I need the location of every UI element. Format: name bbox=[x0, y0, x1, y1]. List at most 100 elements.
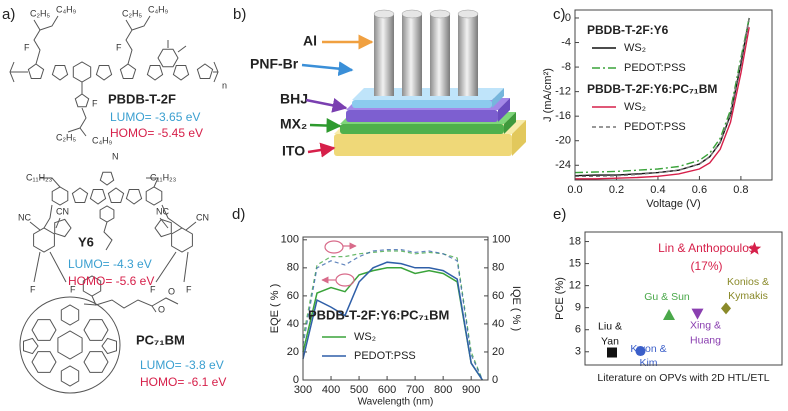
point-label: Kwon & bbox=[630, 343, 666, 355]
bond bbox=[43, 204, 53, 229]
layer-arrow bbox=[301, 61, 354, 77]
al-electrode-top bbox=[429, 9, 451, 19]
panel-c: c) 0 -4 -8 -12 -16 -20 -24 0.0 0.2 0.4 0.6 0.8 Voltag… bbox=[542, 6, 773, 210]
al-electrode-top bbox=[457, 9, 479, 19]
layer-front bbox=[346, 110, 498, 122]
y2-axis-label: IQE ( % ) bbox=[510, 286, 522, 331]
y-tick-label: 100 bbox=[281, 234, 299, 246]
eqe-curve bbox=[302, 261, 484, 381]
y-tick-label: -12 bbox=[555, 86, 571, 98]
ring bbox=[23, 337, 39, 355]
atom-label: C₄H₉ bbox=[56, 4, 77, 14]
bond bbox=[146, 177, 159, 188]
atom-label: NC bbox=[156, 206, 169, 216]
y-tick-label: 0 bbox=[293, 374, 299, 386]
bond bbox=[33, 251, 41, 283]
legend-label: PEDOT:PSS bbox=[624, 62, 686, 74]
y-tick-label: 40 bbox=[287, 318, 299, 330]
point-label: Gu & Sun bbox=[644, 291, 690, 303]
layer-side bbox=[504, 112, 516, 134]
y-tick-label: 3 bbox=[575, 346, 581, 358]
y-axis-label: PCE (%) bbox=[554, 277, 566, 320]
al-electrode-top bbox=[373, 9, 395, 19]
ring bbox=[54, 218, 72, 238]
iqe-curve bbox=[302, 249, 483, 381]
ring bbox=[31, 319, 57, 341]
layer-arrow bbox=[307, 142, 336, 158]
y-tick-label: -24 bbox=[555, 159, 571, 171]
y2-tick-label: 100 bbox=[492, 234, 510, 246]
layer-arrow bbox=[305, 97, 348, 113]
energy-level-lumo: LUMO= -3.65 eV bbox=[110, 110, 200, 124]
layer-label: Al bbox=[303, 33, 317, 49]
atom-label: C₂H₅ bbox=[122, 8, 142, 18]
bond bbox=[103, 221, 113, 251]
plot-frame bbox=[574, 9, 773, 181]
point-label: Konios & bbox=[727, 276, 769, 288]
y-tick-label: 20 bbox=[287, 346, 299, 358]
atom-label: F bbox=[30, 284, 36, 294]
ring bbox=[196, 63, 214, 79]
ring bbox=[101, 337, 117, 355]
molecule-name: Y6 bbox=[78, 234, 94, 249]
jv-curve bbox=[575, 17, 750, 178]
atom-label: C₁₁H₂₃ bbox=[150, 172, 177, 182]
chart-title: PBDB-T-2F:Y6:PC₇₁BM bbox=[308, 307, 449, 322]
al-electrode bbox=[458, 14, 478, 96]
atom-label: F bbox=[24, 42, 30, 52]
bond bbox=[79, 107, 87, 137]
al-electrode-top bbox=[401, 9, 423, 19]
ring bbox=[71, 187, 89, 203]
atom-label: n bbox=[222, 80, 227, 90]
legend-label: WS₂ bbox=[624, 101, 646, 113]
layer-front bbox=[334, 134, 512, 156]
ring bbox=[31, 351, 57, 373]
al-electrode bbox=[430, 14, 450, 96]
marker-circle bbox=[635, 346, 646, 357]
ring bbox=[99, 171, 115, 186]
point-label: Kim bbox=[639, 357, 657, 369]
ring bbox=[154, 218, 172, 238]
ring bbox=[157, 48, 179, 68]
point-label: Lin & Anthopoulos bbox=[658, 241, 755, 255]
layer-label: ITO bbox=[282, 143, 305, 159]
ring bbox=[51, 186, 69, 206]
energy-level-lumo: LUMO= -3.8 eV bbox=[140, 358, 224, 372]
y-axis-label: EQE ( % ) bbox=[269, 284, 281, 334]
point-label: (17%) bbox=[690, 259, 722, 273]
layer-side bbox=[492, 88, 504, 108]
layer-front bbox=[352, 100, 492, 108]
x-tick-label: 400 bbox=[322, 384, 340, 396]
ring bbox=[146, 65, 164, 81]
ring bbox=[74, 93, 90, 108]
panel-label: c) bbox=[553, 6, 566, 23]
atom-label: F bbox=[186, 284, 192, 294]
marker-diamond bbox=[721, 302, 731, 315]
y-tick-label: 12 bbox=[569, 280, 581, 292]
molecule-name: PBDB-T-2F bbox=[108, 91, 176, 106]
x-axis-label: Wavelength (nm) bbox=[358, 397, 434, 408]
atom-label: O bbox=[168, 286, 175, 296]
energy-level-homo: HOMO= -5.45 eV bbox=[110, 126, 203, 140]
atom-label: F bbox=[116, 42, 122, 52]
bond bbox=[29, 221, 41, 231]
bond bbox=[155, 251, 177, 283]
ring bbox=[57, 330, 83, 360]
y-axis-label: J (mA/cm²) bbox=[542, 68, 554, 122]
bond bbox=[67, 127, 81, 133]
atom-label: C₄H₉ bbox=[148, 4, 169, 14]
marker-triangle-up bbox=[663, 309, 675, 320]
panel-d: d) 0 20 40 60 80 100 0 20 40 60 80 100 300 400 500 600 70… bbox=[232, 206, 522, 408]
bond bbox=[183, 251, 189, 283]
ring bbox=[95, 65, 113, 81]
bond bbox=[39, 15, 59, 31]
legend-label: PEDOT:PSS bbox=[354, 350, 416, 362]
ring bbox=[51, 65, 69, 81]
layer-arrow bbox=[309, 118, 342, 134]
marker-square bbox=[607, 347, 617, 358]
jv-curve bbox=[575, 27, 750, 180]
y2-tick-label: 40 bbox=[492, 318, 504, 330]
ring bbox=[33, 227, 55, 253]
y-tick-label: -20 bbox=[555, 135, 571, 147]
